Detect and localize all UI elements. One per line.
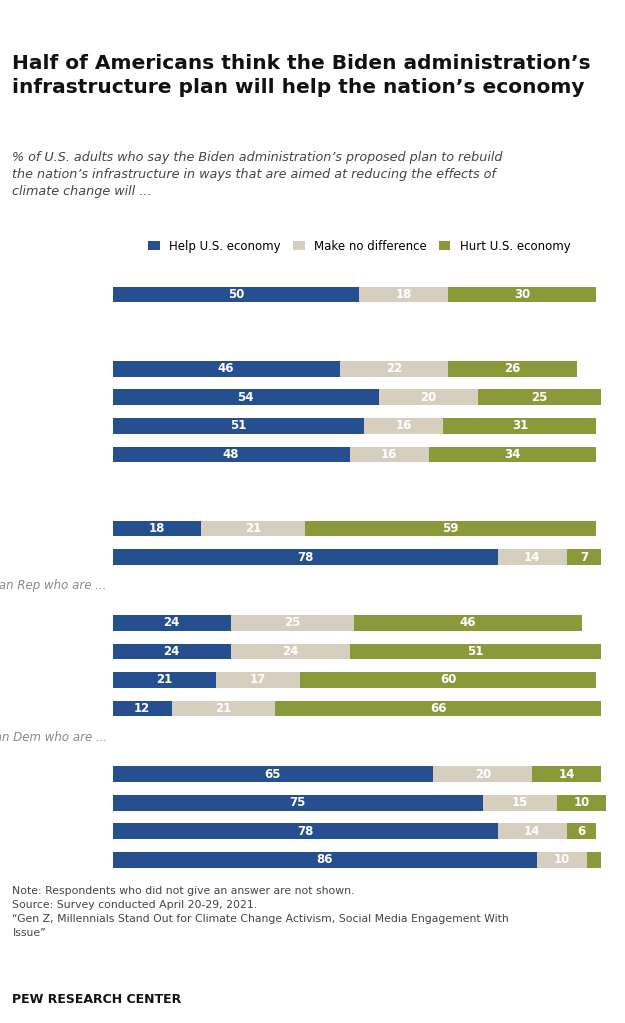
Text: 16: 16 [396,419,412,433]
Bar [276,701,601,716]
Bar [532,766,601,782]
Bar [112,766,434,782]
Text: 21: 21 [245,522,261,535]
Bar [498,824,567,839]
Text: 50: 50 [228,288,244,301]
Bar [231,643,349,659]
Bar [112,390,379,405]
Text: 22: 22 [386,362,402,375]
Text: 7: 7 [580,550,588,564]
Text: 24: 24 [164,644,180,658]
Text: 78: 78 [297,825,313,838]
Text: 48: 48 [222,448,239,461]
Bar [112,615,231,631]
Text: 14: 14 [524,825,541,838]
Bar [339,361,448,376]
Bar [112,549,498,565]
Text: 31: 31 [512,419,528,433]
Text: 26: 26 [504,362,521,375]
Bar [112,643,231,659]
Text: Note: Respondents who did not give an answer are not shown.
Source: Survey condu: Note: Respondents who did not give an an… [12,886,509,938]
Text: 46: 46 [218,362,234,375]
Text: 20: 20 [475,767,491,781]
Bar [349,447,429,462]
Bar [379,390,478,405]
Bar [112,672,216,687]
Text: 14: 14 [559,767,575,781]
Text: 16: 16 [381,448,398,461]
Text: 10: 10 [554,853,570,866]
Bar [586,852,601,868]
Bar [216,672,300,687]
Bar [112,824,498,839]
Text: 18: 18 [149,522,165,535]
Bar [112,701,172,716]
Bar [448,361,577,376]
Text: 51: 51 [230,419,247,433]
Text: 24: 24 [282,644,299,658]
Bar [359,286,448,303]
Text: 75: 75 [289,796,306,809]
Bar [537,852,586,868]
Bar [305,521,596,536]
Text: Among Rep/lean Rep who are ...: Among Rep/lean Rep who are ... [0,579,107,592]
Text: 18: 18 [396,288,412,301]
Text: % of U.S. adults who say the Biden administration’s proposed plan to rebuild
the: % of U.S. adults who say the Biden admin… [12,151,503,198]
Text: 60: 60 [440,673,456,686]
Text: Among Dem/lean Dem who are ...: Among Dem/lean Dem who are ... [0,730,107,744]
Text: 54: 54 [238,391,254,404]
Text: 51: 51 [468,644,484,658]
Bar [567,824,596,839]
Legend: Help U.S. economy, Make no difference, Hurt U.S. economy: Help U.S. economy, Make no difference, H… [143,235,576,258]
Text: 34: 34 [504,448,521,461]
Bar [349,643,601,659]
Bar [231,615,354,631]
Text: 6: 6 [578,825,586,838]
Text: 12: 12 [134,702,150,715]
Bar [300,672,596,687]
Bar [478,390,601,405]
Text: 21: 21 [216,702,232,715]
Text: 66: 66 [430,702,447,715]
Text: 21: 21 [156,673,172,686]
Text: 30: 30 [514,288,531,301]
Bar [557,795,606,810]
Bar [112,286,359,303]
Bar [448,286,596,303]
Bar [172,701,276,716]
Text: 20: 20 [421,391,437,404]
Text: 17: 17 [250,673,266,686]
Bar [434,766,532,782]
Bar [112,521,201,536]
Text: 78: 78 [297,550,313,564]
Bar [112,795,483,810]
Bar [429,447,596,462]
Text: 46: 46 [460,616,476,629]
Text: 25: 25 [284,616,301,629]
Bar [112,361,339,376]
Text: 59: 59 [442,522,459,535]
Text: 65: 65 [265,767,281,781]
Bar [567,549,601,565]
Text: PEW RESEARCH CENTER: PEW RESEARCH CENTER [12,993,182,1007]
Bar [483,795,557,810]
Text: 25: 25 [531,391,548,404]
Bar [112,852,537,868]
Text: 86: 86 [317,853,333,866]
Bar [201,521,305,536]
Bar [498,549,567,565]
Bar [112,418,364,434]
Text: 15: 15 [512,796,528,809]
Text: Half of Americans think the Biden administration’s
infrastructure plan will help: Half of Americans think the Biden admini… [12,54,591,97]
Text: 14: 14 [524,550,541,564]
Text: 24: 24 [164,616,180,629]
Bar [354,615,581,631]
Bar [112,447,349,462]
Bar [364,418,443,434]
Text: 10: 10 [574,796,590,809]
Bar [443,418,596,434]
